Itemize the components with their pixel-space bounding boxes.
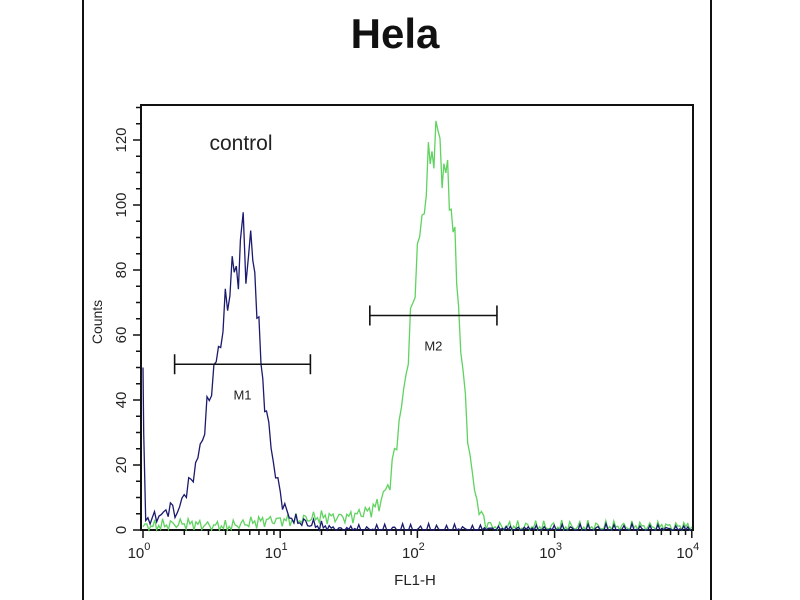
- series-sample-line: [142, 120, 693, 533]
- y-tick-label: 20: [113, 457, 130, 474]
- outer-frame: [82, 0, 712, 600]
- chart-title: Hela: [351, 10, 440, 57]
- marker-M1-label: M1: [233, 387, 251, 402]
- y-tick-label: 0: [113, 526, 130, 534]
- y-tick-label: 60: [113, 327, 130, 344]
- series-control-line: [142, 212, 692, 532]
- y-tick-label: 100: [113, 192, 130, 217]
- x-tick-label: 103: [539, 541, 562, 562]
- y-tick-label: 80: [113, 262, 130, 279]
- y-axis-label: Counts: [89, 300, 105, 344]
- x-tick-label: 104: [676, 541, 699, 562]
- y-tick-label: 40: [113, 392, 130, 409]
- control-annotation: control: [209, 132, 272, 155]
- y-tick-label: 120: [113, 127, 130, 152]
- x-tick-label: 102: [402, 541, 425, 562]
- x-axis-label: FL1-H: [394, 572, 436, 589]
- x-tick-label: 100: [128, 541, 151, 562]
- x-tick-label: 101: [265, 541, 288, 562]
- marker-M2-label: M2: [424, 339, 442, 354]
